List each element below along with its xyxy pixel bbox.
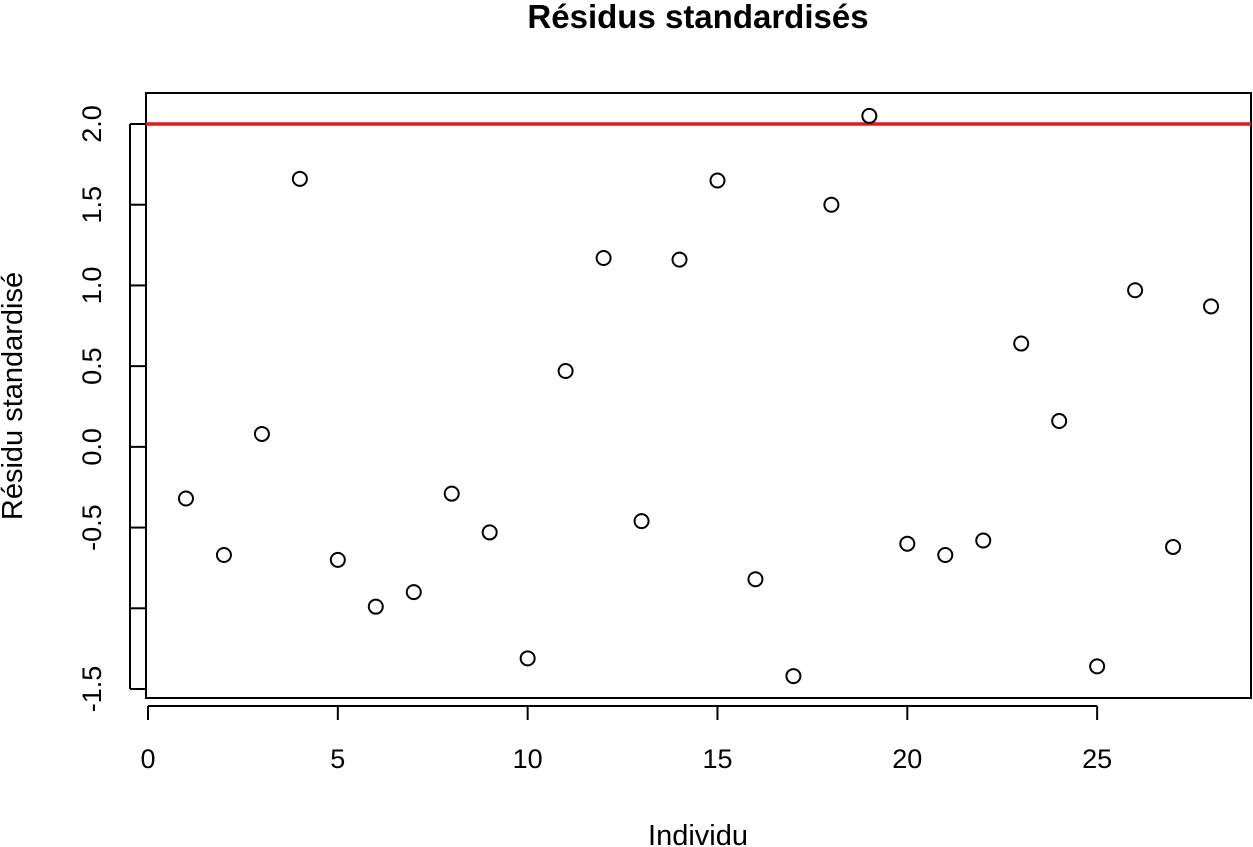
data-point-15: [709, 172, 726, 189]
y-tick-label-6: 1.5: [77, 186, 107, 224]
y-axis: -1.5 -0.5 0.0 0.5 1.0 1.5 2.0: [77, 105, 146, 712]
data-point-25: [1089, 658, 1106, 675]
data-point-21: [937, 547, 954, 564]
data-point-1: [177, 490, 194, 507]
x-tick-label-20: 20: [892, 744, 922, 774]
data-point-22: [975, 532, 992, 549]
x-tick-label-25: 25: [1082, 744, 1112, 774]
data-point-19: [861, 107, 878, 124]
data-point-8: [443, 485, 460, 502]
data-point-27: [1165, 538, 1182, 555]
data-point-4: [291, 170, 308, 187]
data-point-10: [519, 650, 536, 667]
y-tick-label-2: -0.5: [77, 504, 107, 551]
data-point-6: [367, 598, 384, 615]
x-tick-label-15: 15: [702, 744, 732, 774]
data-point-14: [671, 251, 688, 268]
data-point-16: [747, 571, 764, 588]
data-point-24: [1051, 413, 1068, 430]
y-tick-label-5: 1.0: [77, 267, 107, 305]
data-point-20: [899, 535, 916, 552]
x-tick-label-10: 10: [513, 744, 543, 774]
data-point-18: [823, 196, 840, 213]
y-tick-label-0: -1.5: [77, 666, 107, 713]
plot-frame: [145, 92, 1252, 699]
y-axis-label: Résidu standardisé: [0, 272, 29, 520]
data-point-28: [1203, 298, 1220, 315]
data-point-11: [557, 362, 574, 379]
data-point-9: [481, 524, 498, 541]
y-tick-label-7: 2.0: [77, 105, 107, 143]
x-tick-label-5: 5: [330, 744, 345, 774]
y-tick-label-4: 0.5: [77, 347, 107, 385]
chart-title: Résidus standardisés: [527, 0, 868, 35]
data-point-13: [633, 513, 650, 530]
data-point-23: [1013, 335, 1030, 352]
x-tick-label-0: 0: [140, 744, 155, 774]
data-point-12: [595, 249, 612, 266]
data-points: [177, 107, 1220, 685]
x-axis-label: Individu: [648, 820, 748, 847]
y-tick-label-3: 0.0: [77, 428, 107, 466]
x-axis: 0 5 10 15 20 25: [140, 705, 1112, 774]
data-point-7: [405, 584, 422, 601]
data-point-2: [215, 547, 232, 564]
data-point-3: [253, 425, 270, 442]
data-point-26: [1127, 282, 1144, 299]
data-point-5: [329, 551, 346, 568]
data-point-17: [785, 668, 802, 685]
